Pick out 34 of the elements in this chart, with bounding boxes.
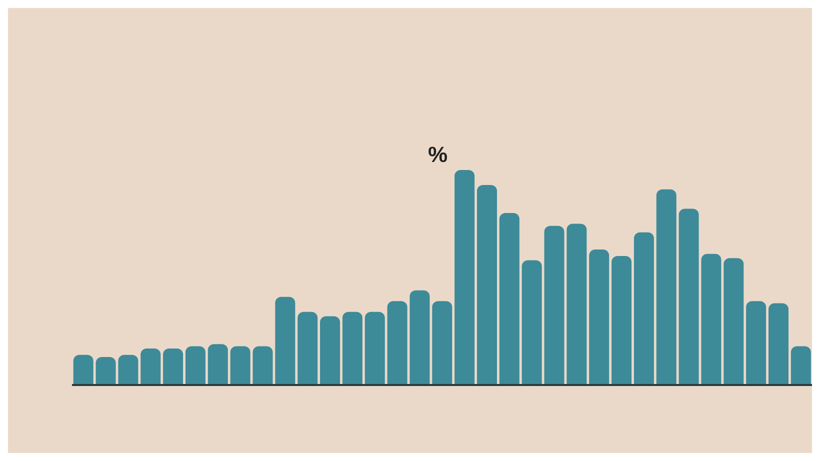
bar <box>275 296 296 385</box>
bar <box>185 346 206 385</box>
bar <box>432 301 452 385</box>
bar <box>364 312 385 385</box>
bar <box>634 232 654 385</box>
bar <box>656 189 676 385</box>
bar <box>454 170 475 385</box>
bar <box>724 258 744 385</box>
bar <box>522 260 542 385</box>
bar <box>208 344 228 385</box>
bar <box>298 312 318 385</box>
bar <box>476 185 497 385</box>
bar <box>566 224 587 385</box>
text: % <box>428 142 448 168</box>
bar <box>230 346 250 385</box>
bar <box>746 301 766 385</box>
bar <box>118 354 138 385</box>
bar <box>320 316 340 385</box>
bar <box>544 226 564 385</box>
bar <box>678 208 699 385</box>
bar <box>589 250 610 385</box>
bar <box>342 312 362 385</box>
bar <box>73 354 94 385</box>
bar <box>410 290 430 385</box>
bar <box>163 348 184 385</box>
bar <box>387 301 408 385</box>
bar <box>499 213 520 385</box>
bar <box>252 346 273 385</box>
bar <box>612 256 632 385</box>
bar <box>140 348 161 385</box>
bar <box>790 346 811 385</box>
bar <box>701 254 722 385</box>
bar <box>768 303 788 385</box>
bar <box>96 357 116 385</box>
